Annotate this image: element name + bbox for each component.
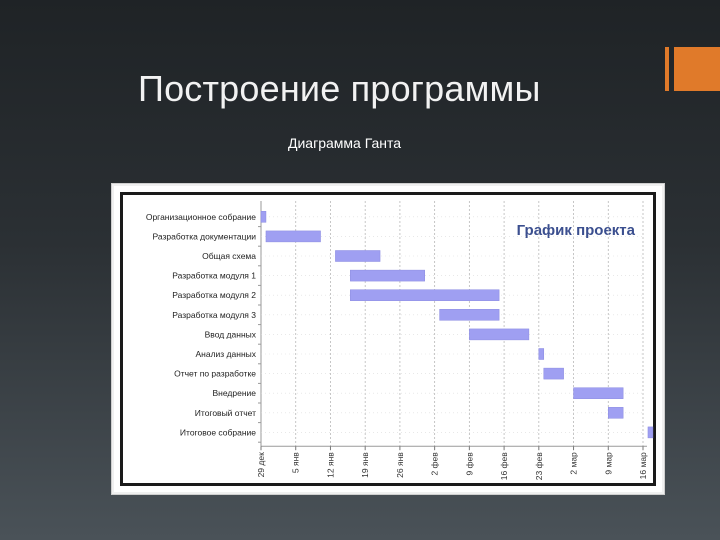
x-tick-label: 26 янв [395, 452, 405, 478]
x-tick-label: 23 фев [534, 452, 544, 481]
chart-frame: График проекта Организационное собрание Р… [111, 183, 665, 495]
task-bar [350, 269, 425, 282]
task-bar [439, 309, 500, 321]
x-tick-label: 2 фев [430, 452, 440, 476]
x-tick-label: 29 дек [256, 452, 266, 478]
task-label: Организационное собрание [146, 212, 256, 222]
task-bar [335, 250, 381, 262]
chart-panel: График проекта Организационное собрание Р… [120, 192, 656, 486]
task-bar [538, 348, 545, 360]
accent-bar-thin [665, 47, 669, 91]
task-label: Разработка модуля 2 [172, 290, 256, 300]
task-label: Разработка модуля 1 [172, 271, 256, 281]
accent-bar-thick [674, 47, 720, 91]
x-axis-ticks: 29 дек 5 янв 12 янв 19 янв 26 янв 2 фев 9 фев 1… [256, 446, 648, 480]
x-tick-label: 5 янв [291, 452, 301, 473]
x-tick-label: 16 фев [499, 452, 509, 481]
grid-layer [258, 201, 647, 447]
task-bar [469, 328, 530, 341]
x-tick-label: 19 янв [360, 452, 370, 478]
task-bar [543, 367, 564, 380]
task-bar [608, 407, 624, 419]
task-label: Разработка модуля 3 [172, 310, 256, 320]
task-label: Ввод данных [205, 329, 257, 339]
task-label: Отчет по разработке [174, 369, 256, 379]
accent-bars [665, 47, 720, 91]
task-bar [573, 387, 624, 399]
task-bar [260, 211, 267, 223]
task-bar [265, 230, 321, 243]
task-labels: Организационное собрание Разработка докум… [146, 212, 257, 438]
task-bar [647, 426, 654, 439]
x-tick-label: 16 мар [638, 452, 648, 479]
gantt-chart: График проекта Организационное собрание Р… [146, 201, 654, 480]
task-label: Анализ данных [196, 349, 257, 359]
chart-title: График проекта [517, 222, 636, 239]
task-label: Итоговый отчет [195, 408, 256, 418]
x-tick-label: 9 мар [603, 452, 613, 475]
task-label: Внедрение [213, 388, 257, 398]
slide-subtitle: Диаграмма Ганта [288, 135, 402, 151]
slide-title: Построение программы [138, 68, 541, 109]
task-bars [260, 211, 654, 439]
task-label: Разработка документации [153, 231, 257, 241]
task-bar [350, 289, 500, 301]
task-label: Итоговое собрание [180, 427, 256, 437]
x-tick-label: 2 мар [569, 452, 579, 475]
task-label: Общая схема [202, 251, 256, 261]
x-tick-label: 9 фев [464, 452, 474, 476]
x-tick-label: 12 янв [325, 452, 335, 478]
